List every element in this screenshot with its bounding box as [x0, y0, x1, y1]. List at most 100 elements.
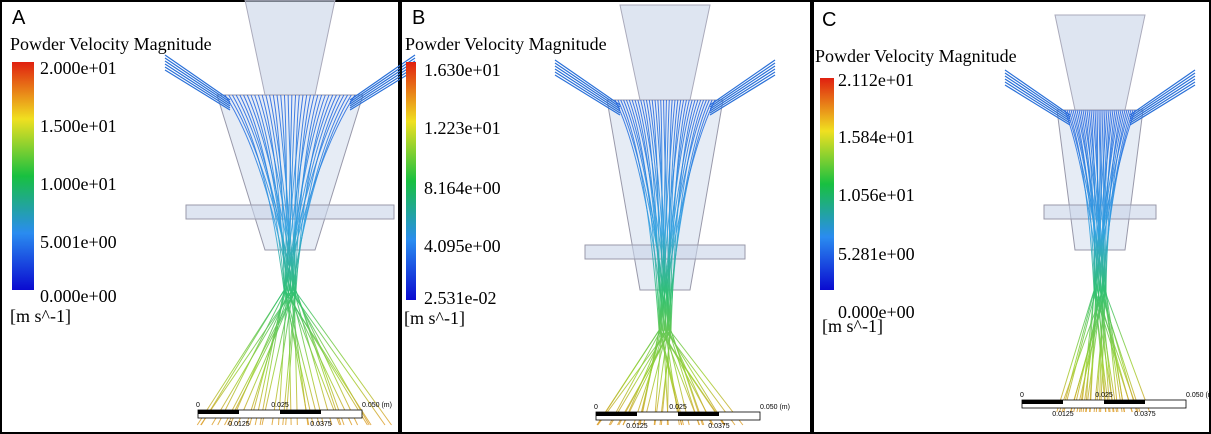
- scale-bar-label: 0.0375: [310, 421, 332, 428]
- inlet-streamline: [1004, 84, 1071, 126]
- inlet-streamline: [709, 68, 776, 112]
- inlet-streamline: [1129, 81, 1196, 124]
- streamline: [651, 99, 683, 426]
- legend-tick-label: 0.000e+00: [838, 302, 915, 322]
- inlet-streamline: [554, 59, 621, 106]
- scale-bar-label: 0.0375: [708, 423, 730, 430]
- scale-bar-label: 0: [594, 404, 598, 411]
- inlet-streamline: [709, 65, 776, 110]
- scale-bar-label: 0: [196, 402, 200, 409]
- streamline: [622, 99, 702, 426]
- scale-bar-label: 0: [1020, 392, 1024, 399]
- streamline: [596, 99, 707, 426]
- streamline: [628, 99, 725, 426]
- scale-bar-label: 0.050 (m): [760, 404, 790, 411]
- legend-unit: [m s^-1]: [10, 306, 71, 326]
- legend-title: Powder Velocity Magnitude: [10, 34, 212, 54]
- streamline: [1084, 109, 1107, 413]
- nozzle-cone: [1054, 14, 1146, 111]
- streamline: [1070, 109, 1116, 413]
- inlet-streamline: [1129, 72, 1196, 118]
- scale-bar-block: [1104, 400, 1145, 404]
- inlet-streamline: [709, 71, 776, 114]
- streamline: [1058, 109, 1132, 413]
- inlet-streamline: [1004, 72, 1071, 118]
- legend-tick-label: 1.056e+01: [838, 185, 915, 205]
- inlet-streamline: [709, 62, 776, 108]
- streamline: [243, 94, 368, 426]
- streamline: [1073, 109, 1134, 413]
- legend-tick-label: 2.531e-02: [424, 288, 496, 308]
- streamline: [1063, 109, 1124, 413]
- streamline: [254, 94, 315, 426]
- scale-bar-block: [1022, 400, 1063, 404]
- inlet-streamline: [709, 74, 776, 116]
- inlet-streamline: [554, 62, 621, 108]
- scale-bar-label: 0.050 (m): [1186, 392, 1211, 399]
- scale-bar-block: [198, 410, 239, 414]
- streamline: [654, 99, 682, 426]
- inlet-streamline: [1004, 75, 1071, 120]
- streamline: [272, 94, 314, 426]
- legend-tick-label: 1.584e+01: [838, 127, 915, 147]
- streamline: [200, 94, 349, 426]
- scale-bar-block: [596, 412, 637, 416]
- legend-title: Powder Velocity Magnitude: [815, 46, 1017, 66]
- legend-tick-label: 8.164e+00: [424, 178, 501, 198]
- scale-bar-label: 0.0125: [1052, 411, 1074, 418]
- streamline: [596, 99, 716, 426]
- streamline: [231, 94, 372, 426]
- legend-tick-label: 1.630e+01: [424, 60, 501, 80]
- legend-tick-label: 2.000e+01: [40, 58, 117, 78]
- legend-tick-label: 1.000e+01: [40, 174, 117, 194]
- streamline: [1056, 109, 1130, 413]
- scale-bar-label: 0.050 (m): [362, 402, 392, 409]
- scale-bar-label: 0.025: [1095, 392, 1113, 399]
- legend-unit: [m s^-1]: [404, 308, 465, 328]
- inlet-streamline: [554, 71, 621, 114]
- inlet-streamline: [164, 66, 231, 109]
- inlet-streamline: [349, 60, 416, 105]
- scale-bar-label: 0.0375: [1134, 411, 1156, 418]
- inlet-streamline: [164, 57, 231, 103]
- inlet-streamline: [1129, 69, 1196, 116]
- inlet-streamline: [164, 69, 231, 111]
- inlet-streamline: [164, 63, 231, 107]
- inlet-streamline: [554, 68, 621, 112]
- panel-label: B: [412, 7, 425, 29]
- inlet-streamline: [164, 60, 231, 105]
- colorbar: [12, 62, 34, 290]
- streamline: [1085, 109, 1110, 413]
- inlet-streamline: [1004, 69, 1071, 116]
- panel-frame: [0, 0, 400, 434]
- legend-tick-label: 0.000e+00: [40, 286, 117, 306]
- streamline: [1085, 109, 1114, 413]
- nozzle-bar: [185, 204, 395, 220]
- scale-bar-block: [678, 412, 719, 416]
- colorbar: [406, 62, 416, 300]
- legend-tick-label: 1.223e+01: [424, 118, 501, 138]
- nozzle-cone: [619, 4, 711, 101]
- nozzle-cone: [244, 0, 336, 96]
- panel-frame: [812, 0, 1211, 434]
- scale-bar-label: 0.025: [669, 404, 687, 411]
- streamline: [1090, 109, 1110, 413]
- inlet-streamline: [1004, 78, 1071, 122]
- streamline: [1068, 109, 1133, 413]
- legend-unit: [m s^-1]: [822, 316, 883, 336]
- streamline: [211, 94, 352, 426]
- scale-bar-label: 0.0125: [626, 423, 648, 430]
- streamline: [200, 94, 345, 426]
- inlet-streamline: [1129, 84, 1196, 126]
- inlet-streamline: [349, 69, 416, 111]
- streamline: [271, 94, 311, 426]
- inlet-streamline: [349, 66, 416, 109]
- inlet-streamline: [554, 74, 621, 116]
- legend-tick-label: 1.500e+01: [40, 116, 117, 136]
- inlet-streamline: [554, 65, 621, 110]
- inlet-streamline: [709, 59, 776, 106]
- legend-tick-label: 4.095e+00: [424, 236, 501, 256]
- streamline: [229, 94, 337, 426]
- inlet-streamline: [349, 63, 416, 107]
- inlet-streamline: [349, 54, 416, 101]
